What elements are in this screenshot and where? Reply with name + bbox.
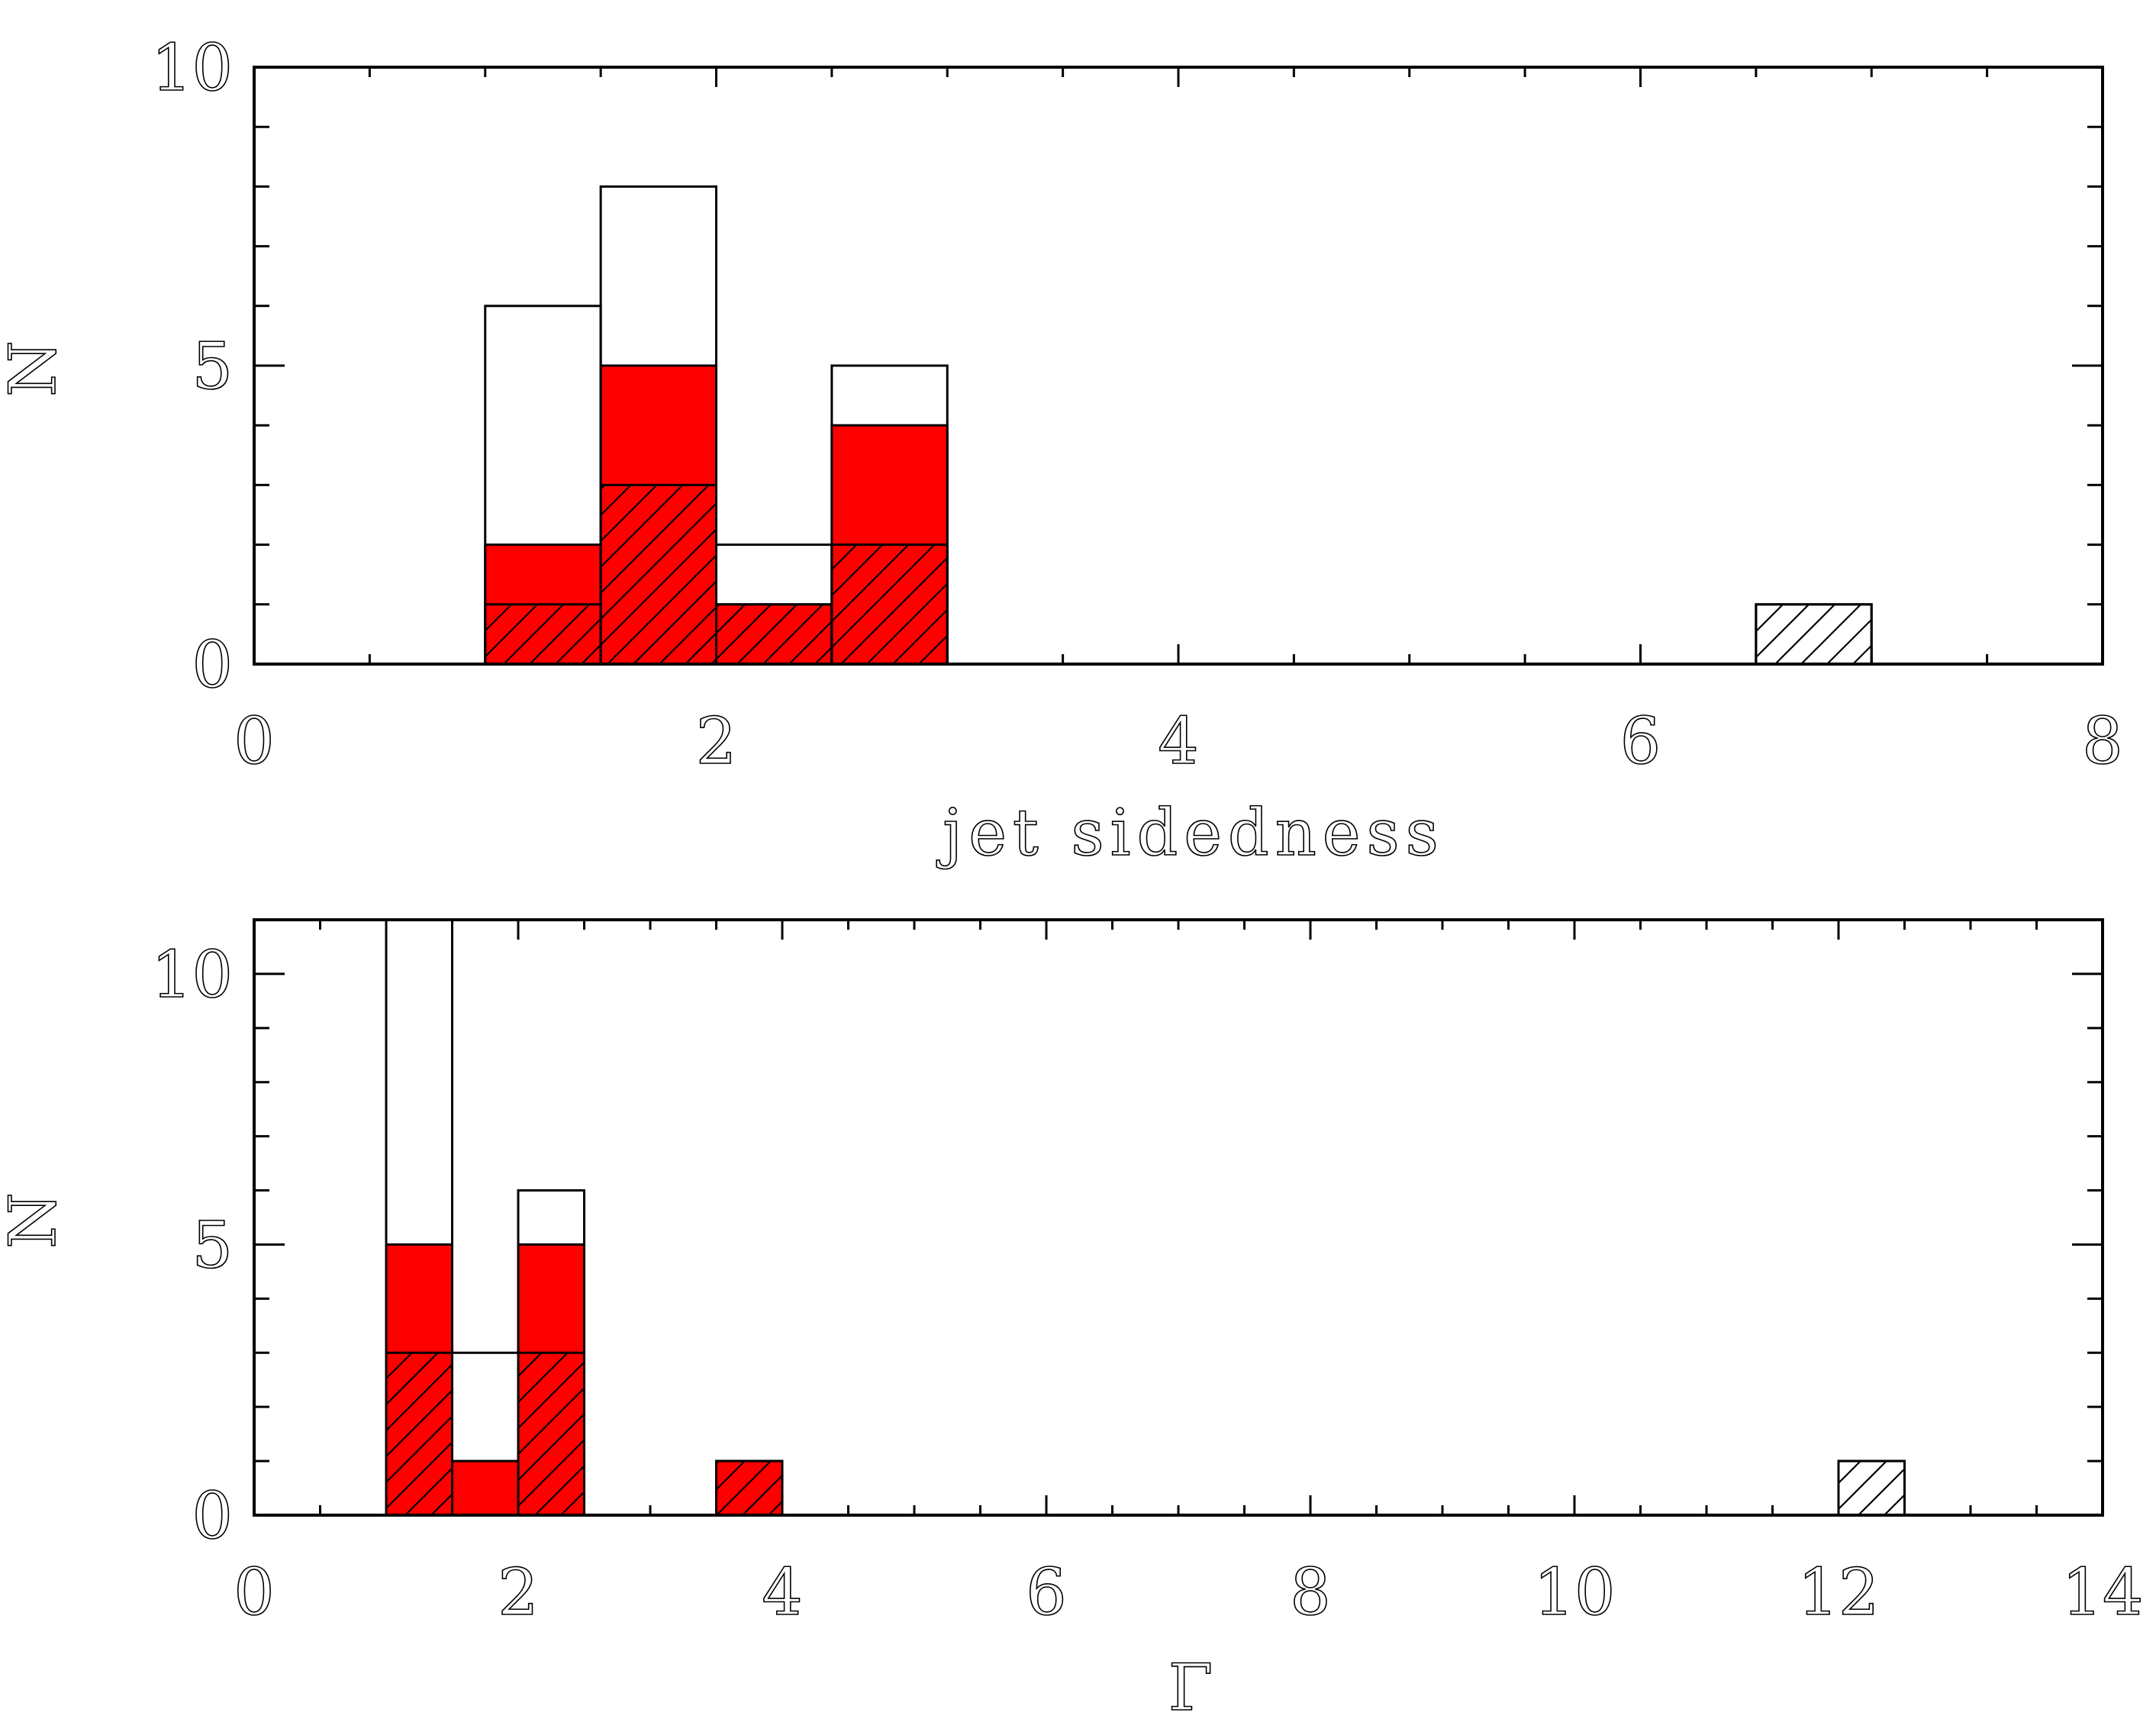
x-tick-label: 12: [1798, 1555, 1880, 1630]
x-tick-label: 8: [2082, 704, 2122, 779]
bar-red-1: [451, 1459, 520, 1517]
x-axis-title: jet sidedness: [936, 795, 1444, 870]
y-tick-label: 10: [151, 31, 233, 105]
x-tick-label: 4: [762, 1555, 802, 1630]
x-tick-label: 8: [1290, 1555, 1330, 1630]
x-tick-label: 0: [234, 1555, 274, 1630]
x-tick-label: 6: [1620, 704, 1661, 779]
top-panel-jet-sidedness: 0 2 4 6 8 0 5 10 jet sidedness N: [0, 30, 2124, 871]
y-tick-label: 0: [192, 627, 233, 702]
bar-hatched-4: [1837, 1459, 1906, 1517]
x-tick-label: 10: [1534, 1555, 1616, 1630]
bar-hatched-0: [484, 603, 602, 666]
y-tick-label: 5: [192, 329, 233, 404]
x-tick-label: 2: [498, 1555, 538, 1630]
bar-hatched-2: [517, 1351, 585, 1517]
bar-hatched-3: [715, 1459, 784, 1517]
x-tick-label: 4: [1158, 704, 1198, 779]
bar-hatched-4: [1755, 603, 1873, 666]
x-tick-label: 2: [696, 704, 736, 779]
x-tick-label: 6: [1026, 1555, 1066, 1630]
bar-hatched-0: [385, 1351, 453, 1517]
y-axis-title: N: [0, 334, 70, 397]
bar-hatched-3: [830, 543, 949, 666]
x-axis-title: Γ: [1168, 1650, 1219, 1722]
bottom-panel-gamma: 0 2 4 6 8 10 12 14 0 5 10 Γ N: [0, 918, 2144, 1722]
y-tick-label: 5: [192, 1208, 233, 1282]
bar-hatched-1: [599, 483, 717, 666]
bar-hatched-2: [715, 603, 833, 666]
y-axis-title: N: [0, 1186, 70, 1249]
y-tick-label: 10: [151, 937, 233, 1012]
x-tick-label: 0: [234, 704, 274, 779]
x-tick-label: 14: [2062, 1555, 2144, 1630]
y-tick-label: 0: [192, 1479, 233, 1553]
